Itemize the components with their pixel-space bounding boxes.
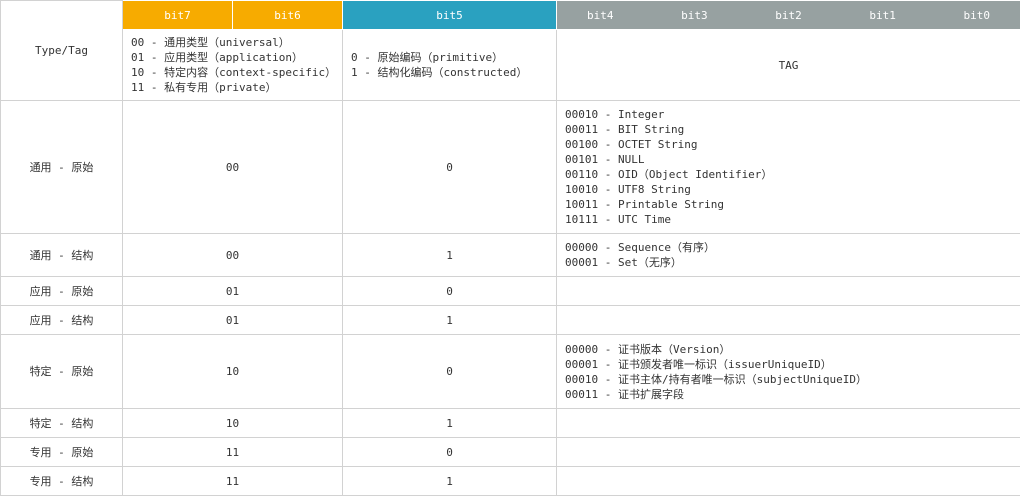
tag-entry: 00110 - OID（Object Identifier） [565,168,773,181]
tag-entry: 00011 - BIT String [565,123,685,136]
row-class-bits-cell: 01 [122,276,343,306]
row-pc-bit-cell: 1 [342,408,557,438]
class-line: 01 - 应用类型（application） [131,51,303,64]
row-type-cell: 应用 - 结构 [0,305,123,335]
row-tag-cell: 00010 - Integer 00011 - BIT String 00100 -… [556,100,1020,234]
pc-line: 0 - 原始编码（primitive） [351,51,504,64]
row-pc-bit-cell: 1 [342,305,557,335]
row-class-bits-cell: 11 [122,437,343,467]
row-pc-bit-cell: 1 [342,233,557,277]
bit0-header: bit0 [963,8,991,22]
bit-header-row: Type/Tag bit7 bit6 bit5 bit4 bit3 bit2 b… [0,0,1020,101]
bit6-header: bit6 [232,0,343,30]
table-row: 应用 - 原始 01 0 [0,276,1020,306]
row-class-bits-cell: 10 [122,408,343,438]
table-row: 通用 - 结构 00 1 00000 - Sequence（有序） 00001 - Se… [0,233,1020,277]
row-tag-cell [556,466,1020,496]
row-tag-cell [556,305,1020,335]
row-type-cell: 特定 - 结构 [0,408,123,438]
class-line: 10 - 特定内容（context-specific） [131,66,337,79]
row-class-bits-cell: 00 [122,233,343,277]
class-description: 00 - 通用类型（universal） 01 - 应用类型（applicati… [122,29,343,101]
table-row: 特定 - 原始 10 0 00000 - 证书版本（Version） 00001 - 证… [0,334,1020,409]
row-type-cell: 通用 - 原始 [0,100,123,234]
tag-entry: 00100 - OCTET String [565,138,698,151]
row-class-bits-cell: 11 [122,466,343,496]
tag-entry: 00000 - 证书版本（Version） [565,342,731,356]
row-pc-bit-cell: 0 [342,100,557,234]
row-pc-bit-cell: 0 [342,276,557,306]
tag-entry: 00010 - Integer [565,108,665,121]
table-row: 专用 - 原始 11 0 [0,437,1020,467]
description-row: 00 - 通用类型（universal） 01 - 应用类型（applicati… [1,29,1020,101]
pc-description: 0 - 原始编码（primitive） 1 - 结构化编码（constructe… [342,29,557,101]
bit1-header: bit1 [869,8,896,22]
tag-entry: 10011 - Printable String [565,198,724,211]
tag-entry: 00011 - 证书扩展字段 [565,387,684,401]
row-tag-cell [556,437,1020,467]
tag-entry: 00101 - NULL [565,153,645,166]
class-line: 00 - 通用类型（universal） [131,36,290,49]
tag-entry: 10010 - UTF8 String [565,183,691,196]
table-row: 应用 - 结构 01 1 [0,305,1020,335]
row-class-bits-cell: 01 [122,305,343,335]
tag-bits-header: bit4 bit3 bit2 bit1 bit0 [556,0,1020,30]
row-type-cell: 应用 - 原始 [0,276,123,306]
row-type-cell: 专用 - 结构 [0,466,123,496]
tag-entry: 00001 - Set（无序） [565,256,682,269]
table-row: 通用 - 原始 00 0 00010 - Integer 00011 - BIT Str… [0,100,1020,234]
row-type-cell: 通用 - 结构 [0,233,123,277]
row-tag-cell: 00000 - Sequence（有序） 00001 - Set（无序） [556,233,1020,277]
pc-line: 1 - 结构化编码（constructed） [351,66,528,79]
row-tag-cell: 00000 - 证书版本（Version） 00001 - 证书颁发者唯一标识（i… [556,334,1020,409]
bit3-header: bit3 [681,8,708,22]
bit2-header: bit2 [775,8,802,22]
tag-entry: 00010 - 证书主体/持有者唯一标识（subjectUniqueID） [565,372,867,386]
tag-entry: 00001 - 证书颁发者唯一标识（issuerUniqueID） [565,357,832,371]
bit4-header: bit4 [587,8,614,22]
row-type-cell: 专用 - 原始 [0,437,123,467]
row-class-bits-cell: 10 [122,334,343,409]
class-line: 11 - 私有专用（private） [131,81,277,94]
row-type-cell: 特定 - 原始 [0,334,123,409]
row-pc-bit-cell: 0 [342,334,557,409]
row-pc-bit-cell: 0 [342,437,557,467]
tag-entry: 00000 - Sequence（有序） [565,241,715,254]
tag-entry: 10111 - UTC Time [565,213,671,226]
row-pc-bit-cell: 1 [342,466,557,496]
row-class-bits-cell: 00 [122,100,343,234]
bit5-header: bit5 [342,0,557,30]
row-tag-cell [556,408,1020,438]
table-row: 特定 - 结构 10 1 [0,408,1020,438]
row-tag-cell [556,276,1020,306]
table-row: 专用 - 结构 11 1 [0,466,1020,496]
type-tag-header: Type/Tag [0,0,123,101]
tag-description: TAG [556,29,1020,101]
bit7-header: bit7 [122,0,233,30]
